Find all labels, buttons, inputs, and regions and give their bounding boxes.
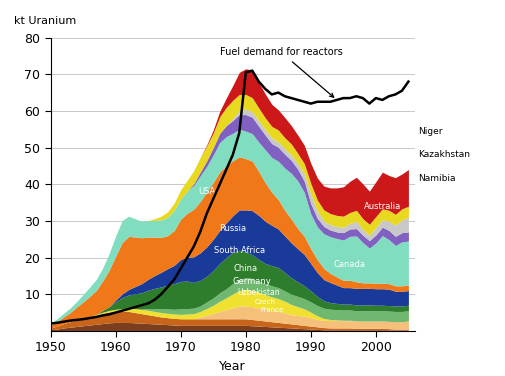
Text: Canada: Canada (333, 261, 365, 269)
Text: France: France (260, 306, 283, 312)
Text: China: China (233, 264, 258, 273)
Text: Czech: Czech (255, 299, 275, 305)
Text: Fuel demand for reactors: Fuel demand for reactors (219, 47, 342, 97)
Text: Uzbekistan: Uzbekistan (237, 288, 280, 297)
Text: Namibia: Namibia (418, 174, 455, 183)
Text: Russia: Russia (219, 224, 246, 233)
Text: Niger: Niger (418, 127, 442, 136)
Text: Kazakhstan: Kazakhstan (418, 150, 470, 159)
Text: kt Uranium: kt Uranium (14, 16, 76, 26)
Text: South Africa: South Africa (213, 246, 264, 255)
Text: Germany: Germany (232, 277, 271, 286)
Text: USA: USA (198, 187, 215, 196)
X-axis label: Year: Year (219, 360, 245, 373)
Text: Australia: Australia (363, 202, 400, 211)
